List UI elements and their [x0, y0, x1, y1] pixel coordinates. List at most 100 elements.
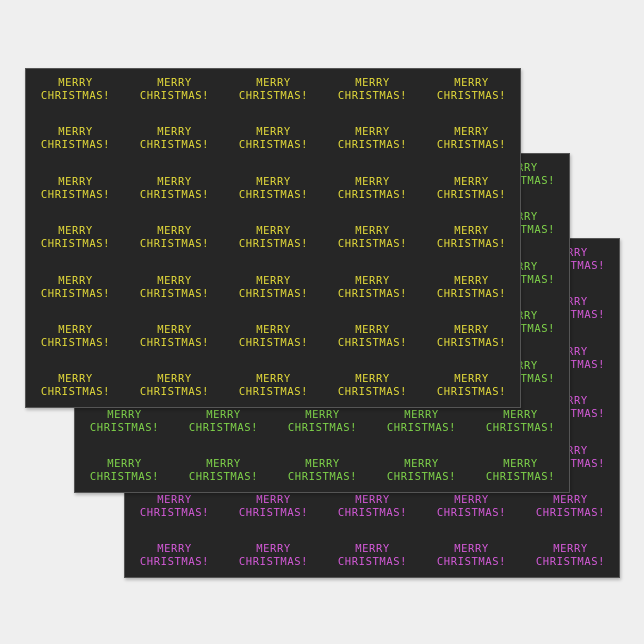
greeting-line-2: CHRISTMAS!	[337, 507, 408, 519]
greeting-line-1: MERRY	[355, 175, 390, 188]
greeting-line-1: MERRY	[305, 458, 340, 471]
greeting-line-1: MERRY	[256, 373, 291, 386]
greeting-line-2: CHRISTMAS!	[139, 386, 210, 399]
greeting-line-1: MERRY	[157, 274, 192, 287]
greeting-line-1: MERRY	[157, 494, 192, 506]
greeting-line-1: MERRY	[58, 274, 93, 287]
greeting-line-2: CHRISTMAS!	[436, 507, 507, 519]
greeting-line-1: MERRY	[157, 324, 192, 336]
greeting-line-1: MERRY	[107, 409, 142, 421]
greeting-line-2: CHRISTMAS!	[238, 238, 309, 251]
greeting-line-2: CHRISTMAS!	[139, 337, 210, 349]
greeting-line-1: MERRY	[553, 543, 588, 556]
greeting-line-1: MERRY	[107, 458, 142, 471]
greeting-line-2: CHRISTMAS!	[337, 238, 408, 251]
greeting-line-1: MERRY	[256, 274, 291, 287]
greeting-line-1: MERRY	[503, 458, 538, 471]
greeting-line-2: CHRISTMAS!	[337, 90, 408, 102]
wrapping-sheet-yellow: MERRY CHRISTMAS! MERRY CHRISTMAS! MERRY CHRIS…	[25, 68, 521, 408]
greeting-line-2: CHRISTMAS!	[40, 90, 111, 102]
greeting-line-2: CHRISTMAS!	[89, 471, 160, 484]
greeting-line-1: MERRY	[355, 543, 390, 556]
greeting-line-2: CHRISTMAS!	[337, 386, 408, 399]
greeting-line-1: MERRY	[355, 77, 390, 89]
greeting-line-1: MERRY	[553, 494, 588, 506]
greeting-line-1: MERRY	[256, 126, 291, 139]
greeting-line-2: CHRISTMAS!	[436, 337, 507, 349]
greeting-line-2: CHRISTMAS!	[436, 287, 507, 300]
greeting-line-2: CHRISTMAS!	[139, 188, 210, 201]
greeting-line-2: CHRISTMAS!	[386, 422, 457, 434]
greeting-line-1: MERRY	[454, 543, 489, 556]
greeting-line-2: CHRISTMAS!	[436, 556, 507, 569]
greeting-line-1: MERRY	[256, 175, 291, 188]
greeting-line-1: MERRY	[58, 175, 93, 188]
greeting-line-1: MERRY	[157, 225, 192, 238]
greeting-line-1: MERRY	[454, 274, 489, 287]
greeting-line-2: CHRISTMAS!	[139, 507, 210, 519]
greeting-line-2: CHRISTMAS!	[287, 422, 358, 434]
greeting-line-1: MERRY	[157, 126, 192, 139]
greeting-line-2: CHRISTMAS!	[287, 471, 358, 484]
greeting-line-1: MERRY	[58, 126, 93, 139]
greeting-line-2: CHRISTMAS!	[436, 238, 507, 251]
greeting-line-2: CHRISTMAS!	[535, 556, 606, 569]
greeting-line-2: CHRISTMAS!	[238, 507, 309, 519]
greeting-line-1: MERRY	[355, 126, 390, 139]
greeting-line-1: MERRY	[355, 225, 390, 238]
greeting-line-1: MERRY	[305, 409, 340, 421]
greeting-line-2: CHRISTMAS!	[139, 90, 210, 102]
greeting-line-2: CHRISTMAS!	[238, 337, 309, 349]
greeting-line-2: CHRISTMAS!	[238, 188, 309, 201]
greeting-line-1: MERRY	[503, 409, 538, 421]
greeting-line-1: MERRY	[256, 494, 291, 506]
greeting-line-2: CHRISTMAS!	[139, 238, 210, 251]
greeting-line-1: MERRY	[256, 77, 291, 89]
greeting-line-1: MERRY	[454, 373, 489, 386]
greeting-line-1: MERRY	[157, 77, 192, 89]
greeting-line-1: MERRY	[454, 225, 489, 238]
greeting-line-1: MERRY	[355, 373, 390, 386]
greeting-line-2: CHRISTMAS!	[436, 90, 507, 102]
greeting-line-2: CHRISTMAS!	[40, 238, 111, 251]
greeting-line-1: MERRY	[256, 324, 291, 336]
greeting-line-2: CHRISTMAS!	[485, 471, 556, 484]
greeting-line-2: CHRISTMAS!	[485, 422, 556, 434]
greeting-line-2: CHRISTMAS!	[139, 139, 210, 152]
greeting-line-1: MERRY	[157, 175, 192, 188]
greeting-line-2: CHRISTMAS!	[238, 386, 309, 399]
greeting-line-1: MERRY	[404, 409, 439, 421]
greeting-line-2: CHRISTMAS!	[238, 139, 309, 152]
